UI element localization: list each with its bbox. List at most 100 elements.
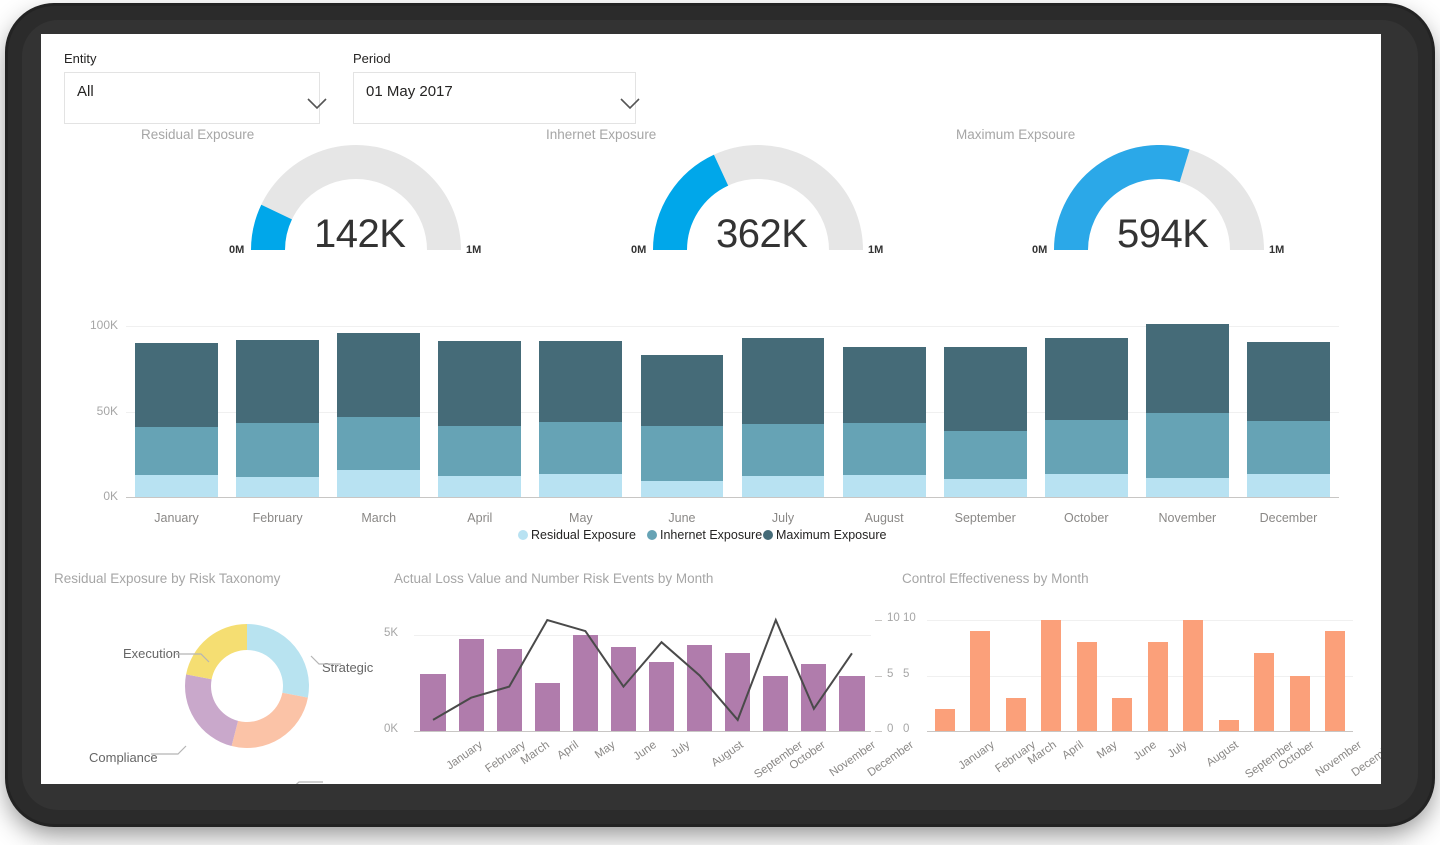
bar[interactable]	[648, 662, 675, 731]
bar[interactable]	[420, 673, 446, 731]
y-axis-tick-label: 0K	[103, 489, 118, 503]
bar[interactable]	[610, 646, 637, 731]
stacked-bar-segment[interactable]	[842, 474, 926, 497]
entity-filter-dropdown[interactable]	[64, 72, 320, 124]
gridline	[927, 675, 1353, 677]
bar[interactable]	[934, 708, 955, 731]
x-axis-category-label: April	[467, 511, 493, 525]
stacked-bar-segment[interactable]	[943, 479, 1027, 497]
stacked-bar-segment[interactable]	[1247, 342, 1330, 421]
stacked-bar-segment[interactable]	[741, 424, 825, 476]
x-axis-category-label: May	[593, 739, 618, 762]
bar[interactable]	[1041, 620, 1062, 731]
legend-label: Inhernet Exposure	[660, 528, 763, 542]
stacked-bar-segment[interactable]	[1044, 473, 1128, 497]
y-axis-tick-label: 5	[903, 667, 910, 680]
bar[interactable]	[1112, 697, 1133, 731]
x-axis-category-label: August	[864, 511, 904, 525]
stacked-bar-segment[interactable]	[943, 346, 1027, 432]
bar[interactable]	[1254, 653, 1275, 731]
stacked-bar-segment[interactable]	[842, 346, 926, 424]
bar[interactable]	[1005, 697, 1026, 731]
stacked-bar-segment[interactable]	[236, 477, 320, 497]
legend-item-2[interactable]: Maximum Exposure	[763, 528, 886, 542]
gauge-arc-2	[1051, 145, 1267, 258]
stacked-bar-segment[interactable]	[1247, 473, 1330, 497]
bar[interactable]	[687, 644, 713, 731]
stacked-bar-segment[interactable]	[1044, 420, 1128, 474]
legend-swatch-icon	[763, 530, 773, 540]
bar[interactable]	[970, 631, 991, 731]
period-filter-value: 01 May 2017	[366, 83, 453, 100]
y2-axis-tick-label: 5	[887, 667, 894, 680]
legend-item-0[interactable]: Residual Exposure	[518, 528, 636, 542]
x-axis-category-label: April	[555, 739, 581, 763]
period-filter-dropdown[interactable]	[353, 72, 636, 124]
bar[interactable]	[534, 683, 560, 731]
stacked-bar-segment[interactable]	[135, 474, 218, 497]
stacked-bar-segment[interactable]	[943, 431, 1027, 480]
bar[interactable]	[572, 635, 598, 731]
stacked-bar-segment[interactable]	[539, 421, 623, 474]
stacked-bar-segment[interactable]	[1145, 478, 1229, 497]
donut-slice[interactable]	[247, 624, 309, 698]
bar[interactable]	[1147, 642, 1168, 731]
bar[interactable]	[1183, 620, 1204, 731]
stacked-bar-segment[interactable]	[337, 469, 421, 497]
donut-slice[interactable]	[186, 624, 247, 680]
donut-slice[interactable]	[185, 674, 239, 747]
stacked-bar-segment[interactable]	[438, 476, 522, 497]
stacked-bar-segment[interactable]	[842, 423, 926, 475]
x-axis-category-label: January	[444, 739, 485, 773]
legend-swatch-icon	[518, 530, 528, 540]
chart-title: Residual Exposure by Risk Taxonomy	[54, 571, 281, 586]
bar[interactable]	[496, 648, 522, 731]
stacked-bar-segment[interactable]	[1247, 420, 1330, 474]
stacked-bar-segment[interactable]	[640, 480, 724, 497]
stacked-bar-segment[interactable]	[640, 355, 724, 427]
stacked-bar-segment[interactable]	[741, 475, 825, 497]
gauge-value-1: 362K	[716, 212, 808, 256]
chevron-down-icon[interactable]	[306, 97, 327, 117]
stacked-bar-segment[interactable]	[135, 426, 218, 475]
stacked-bar-segment[interactable]	[135, 343, 218, 427]
legend-item-1[interactable]: Inhernet Exposure	[647, 528, 762, 542]
donut-slice-label: Execution	[123, 646, 181, 661]
stacked-bar-segment[interactable]	[1145, 324, 1229, 414]
stacked-bar-segment[interactable]	[539, 341, 623, 422]
bar[interactable]	[725, 652, 751, 731]
x-axis-category-label: June	[668, 511, 696, 525]
x-axis-category-label: July	[771, 511, 795, 525]
bar[interactable]	[1218, 719, 1239, 731]
gauge-title-0: Residual Exposure	[141, 127, 255, 142]
stacked-bar-segment[interactable]	[236, 339, 320, 423]
stacked-bar-segment[interactable]	[1044, 337, 1128, 421]
chevron-down-icon[interactable]	[619, 97, 640, 117]
y2-axis-tick-label: 0	[887, 723, 894, 735]
entity-filter-label: Entity	[64, 51, 97, 66]
bar[interactable]	[763, 675, 789, 731]
stacked-bar-segment[interactable]	[741, 337, 825, 425]
gauge-min-label-2: 0M	[1032, 244, 1048, 256]
tablet-device-frame: Entity All Period 01 May 2017 Residual E…	[8, 6, 1432, 824]
stacked-bar-segment[interactable]	[337, 332, 421, 417]
bar[interactable]	[801, 664, 827, 731]
gridline	[414, 635, 871, 637]
donut-ring	[183, 622, 311, 750]
stacked-bar-segment[interactable]	[337, 416, 421, 470]
x-axis-category-label: July	[1165, 739, 1190, 761]
stacked-bar-segment[interactable]	[438, 341, 522, 427]
bar[interactable]	[1289, 675, 1310, 731]
stacked-bar-segment[interactable]	[1145, 413, 1229, 479]
stacked-bar-segment[interactable]	[236, 422, 320, 478]
stacked-bar-segment[interactable]	[539, 473, 623, 497]
bar[interactable]	[458, 639, 484, 731]
y-axis-tick-label: 0K	[384, 723, 399, 735]
stacked-bar-segment[interactable]	[438, 426, 522, 477]
stacked-bar-segment[interactable]	[640, 426, 724, 481]
donut-slice[interactable]	[231, 692, 308, 748]
x-axis-category-label: March	[361, 511, 397, 525]
bar[interactable]	[1076, 642, 1097, 731]
bar[interactable]	[839, 675, 865, 731]
bar[interactable]	[1325, 631, 1346, 731]
